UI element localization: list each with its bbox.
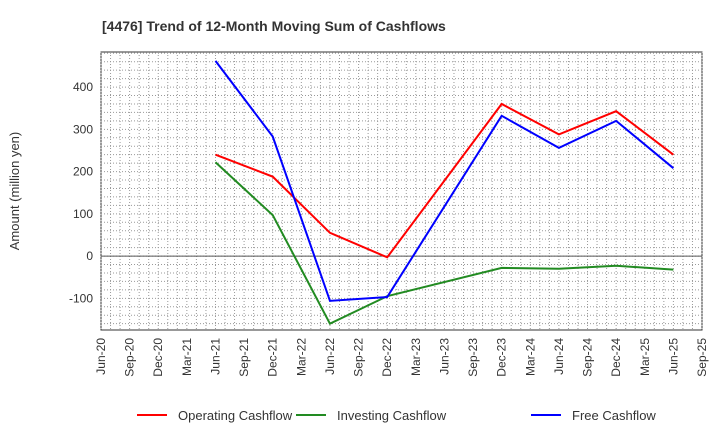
x-tick-label: Mar-24 — [523, 338, 537, 376]
legend-label: Operating Cashflow — [178, 408, 293, 423]
x-tick-label: Sep-23 — [466, 338, 480, 377]
series-line-operating-cashflow — [215, 102, 674, 259]
y-tick-label: -100 — [69, 291, 93, 305]
legend-label: Investing Cashflow — [337, 408, 447, 423]
x-tick-label: Dec-24 — [609, 338, 623, 377]
x-tick-label: Mar-25 — [638, 338, 652, 376]
x-tick-label: Mar-22 — [294, 338, 308, 376]
y-axis-label: Amount (million yen) — [7, 132, 22, 251]
legend-label: Free Cashflow — [572, 408, 656, 423]
x-tick-label: Sep-21 — [237, 338, 251, 377]
x-tick-label: Dec-23 — [495, 338, 509, 377]
series-line-investing-cashflow — [214, 161, 674, 325]
x-tick-label: Sep-20 — [123, 338, 137, 377]
x-tick-label: Jun-23 — [437, 338, 451, 375]
x-tick-label: Jun-24 — [552, 338, 566, 375]
x-tick-label: Mar-23 — [409, 338, 423, 376]
x-tick-label: Jun-25 — [666, 338, 680, 375]
x-tick-label: Sep-24 — [581, 338, 595, 377]
chart-title: [4476] Trend of 12-Month Moving Sum of C… — [102, 18, 446, 34]
x-tick-label: Sep-22 — [352, 338, 366, 377]
x-tick-label: Dec-22 — [380, 338, 394, 377]
x-tick-label: Jun-21 — [208, 338, 222, 375]
x-tick-label: Jun-22 — [323, 338, 337, 375]
y-tick-label: 0 — [86, 249, 93, 263]
y-tick-label: 100 — [73, 207, 93, 221]
x-tick-label: Mar-21 — [180, 338, 194, 376]
y-tick-label: 400 — [73, 80, 93, 94]
x-tick-label: Dec-21 — [266, 338, 280, 377]
y-tick-label: 200 — [73, 165, 93, 179]
x-tick-label: Jun-20 — [94, 338, 108, 375]
y-tick-label: 300 — [73, 122, 93, 136]
plot-area — [100, 51, 703, 331]
x-tick-label: Sep-25 — [695, 338, 709, 377]
x-tick-label: Dec-20 — [151, 338, 165, 377]
series-line-free-cashflow — [214, 60, 675, 302]
